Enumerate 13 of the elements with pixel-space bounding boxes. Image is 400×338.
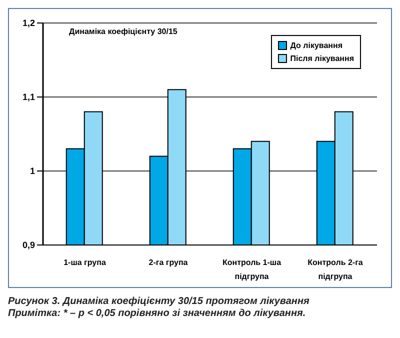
legend-label: До лікування (290, 40, 343, 52)
y-tick-label: 1 (30, 166, 35, 176)
x-tick-label: Контроль 1-ша підгрупа (222, 258, 282, 281)
text: Примітка: * – p < 0,05 порівняно зі значенням до лікування. (8, 308, 307, 320)
x-tick-label: 2-га група (148, 258, 188, 267)
x-tick-label: 1-ша група (64, 258, 106, 267)
y-tick-label: 1,1 (22, 92, 35, 102)
legend-label: Після лікування (290, 53, 354, 65)
text: Динаміка коефіцієнту 30/15 (69, 27, 178, 36)
text: Рисунок 3. Динаміка коефіцієнту 30/15 протягом лікування (8, 296, 310, 308)
x-tick-label: Контроль 2-га підгрупа (308, 258, 364, 281)
y-tick-label: 0,9 (22, 240, 35, 250)
y-tick-label: 1,2 (22, 18, 35, 28)
